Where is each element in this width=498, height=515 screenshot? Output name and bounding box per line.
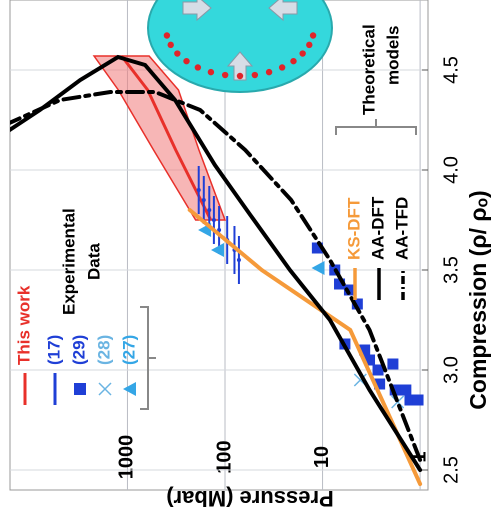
legend-label: This work bbox=[14, 285, 33, 365]
triangle-marker bbox=[311, 261, 325, 275]
error-point bbox=[236, 258, 241, 262]
square-marker bbox=[412, 394, 424, 406]
legend-label: (29) bbox=[69, 335, 88, 365]
plot-data bbox=[10, 54, 424, 486]
x-tick-label: 4.0 bbox=[440, 156, 462, 184]
legend: This work (17) (29) (28) (27) Experimental Dat… bbox=[14, 24, 417, 410]
inset-dot bbox=[163, 32, 171, 39]
error-point bbox=[217, 228, 222, 232]
inset-ellipse bbox=[147, 0, 333, 93]
y-tick-label: 1000 bbox=[116, 435, 138, 480]
legend-marker bbox=[123, 382, 136, 396]
inset-dot bbox=[207, 68, 215, 76]
inset-dot bbox=[265, 68, 273, 76]
inset-illustration bbox=[147, 0, 333, 93]
legend-label: (27) bbox=[119, 335, 138, 365]
legend-label: AA-DFT bbox=[368, 196, 387, 260]
square-marker bbox=[400, 384, 412, 396]
x-axis-label: Compression (ρ/ ρₒ) bbox=[465, 190, 491, 409]
inset-dot bbox=[174, 50, 181, 57]
inset-dot bbox=[306, 41, 313, 49]
model-line bbox=[187, 208, 423, 486]
y-tick-label: 10 bbox=[311, 446, 333, 468]
legend-bracket bbox=[335, 119, 417, 135]
inset-dot bbox=[290, 57, 297, 65]
square-marker bbox=[372, 364, 384, 376]
inset-dot bbox=[167, 41, 174, 49]
inset-dot bbox=[236, 72, 244, 80]
x-tick-label: 3.5 bbox=[440, 256, 462, 284]
inset-dot bbox=[251, 71, 259, 79]
model-line bbox=[10, 54, 423, 472]
legend-bracket bbox=[140, 306, 156, 410]
legend-marker bbox=[98, 382, 112, 396]
x-tick-label: 2.5 bbox=[440, 456, 462, 484]
inset-dot bbox=[278, 64, 286, 71]
theoretical-label: models bbox=[383, 25, 402, 85]
legend-label: (17) bbox=[44, 335, 63, 365]
arrow bbox=[268, 0, 298, 22]
legend-label: KS-DFT bbox=[344, 197, 363, 260]
uncertainty-band bbox=[92, 55, 227, 221]
error-point bbox=[207, 208, 212, 212]
y-axis-label: Pressure (Mbar) bbox=[166, 486, 334, 511]
model-line bbox=[10, 90, 423, 462]
legend-label: AA-TFD bbox=[392, 197, 411, 260]
triangle-marker bbox=[210, 243, 224, 257]
inset-dot bbox=[183, 57, 190, 65]
error-point bbox=[201, 198, 206, 202]
experimental-label: Data bbox=[84, 243, 103, 280]
legend-label: (28) bbox=[94, 335, 113, 365]
arrow bbox=[226, 51, 254, 81]
arrow bbox=[182, 0, 212, 22]
this-work-line bbox=[120, 55, 213, 221]
error-point bbox=[211, 218, 216, 222]
y-tick-label: 100 bbox=[213, 440, 235, 473]
theoretical-label: Theoretical bbox=[359, 24, 378, 115]
inset-dot bbox=[299, 50, 306, 57]
x-tick-label: 3.0 bbox=[440, 356, 462, 384]
legend-marker bbox=[74, 383, 86, 395]
square-marker bbox=[387, 358, 399, 370]
x-tick-label: 4.5 bbox=[440, 56, 462, 84]
inset-dot bbox=[309, 32, 317, 39]
experimental-label: Experimental bbox=[59, 208, 78, 315]
inset-dot bbox=[194, 64, 202, 71]
inset-dot bbox=[221, 71, 229, 79]
error-point bbox=[196, 188, 201, 192]
